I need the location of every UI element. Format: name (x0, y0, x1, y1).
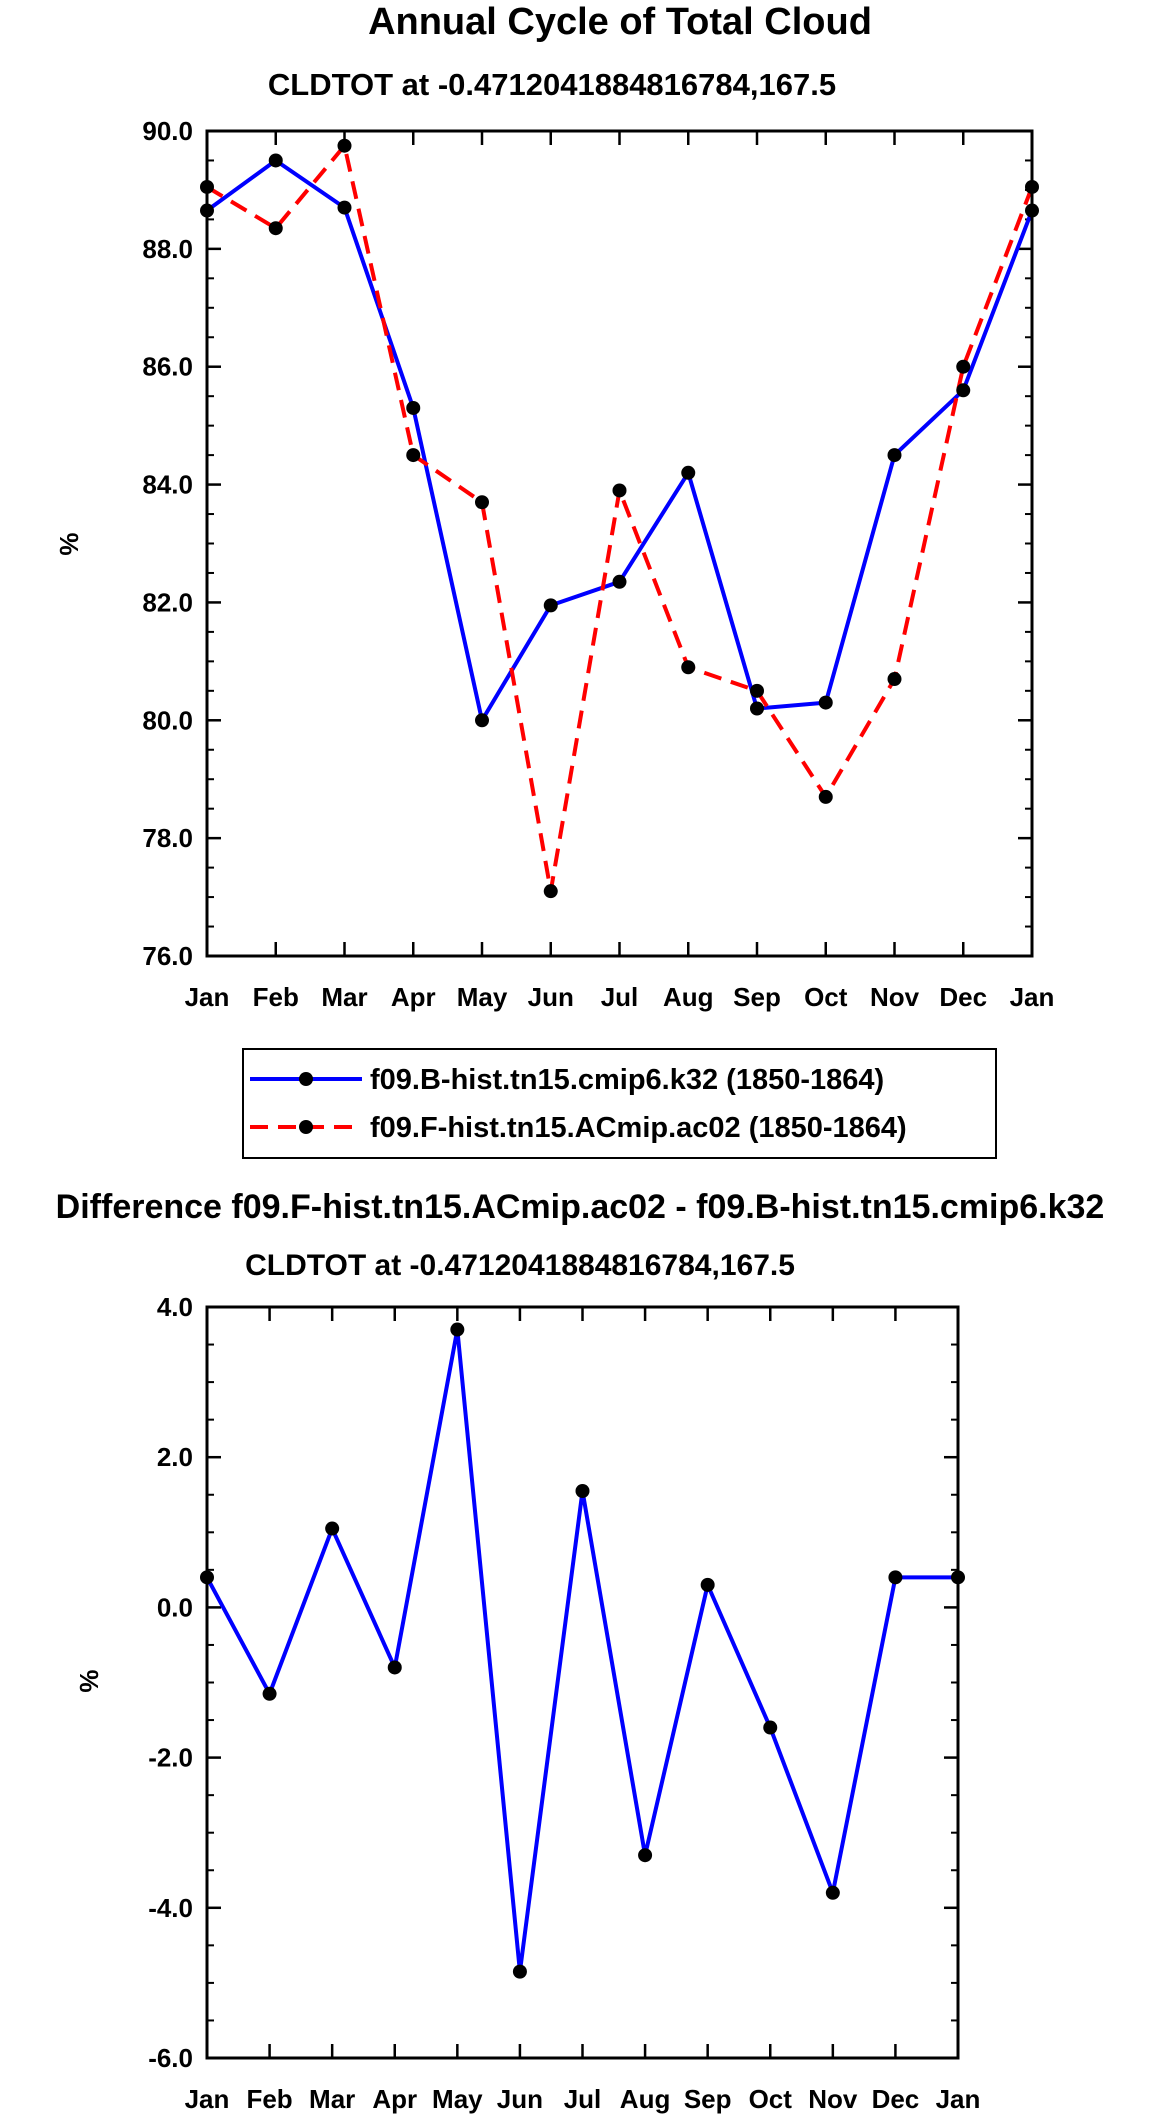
chart1-series-line-0 (205, 158, 1034, 723)
chart1-xtick-label: Apr (391, 982, 436, 1012)
chart2-series-0-point (888, 1570, 903, 1585)
chart2-xtick-label: Mar (309, 2084, 355, 2114)
chart2-xtick-label: Jan (185, 2084, 230, 2114)
chart1-xtick-label: Oct (804, 982, 848, 1012)
chart2-xtick-label: Jul (564, 2084, 602, 2114)
chart2-xtick-label: Nov (808, 2084, 858, 2114)
chart1-xtick-label: Aug (663, 982, 714, 1012)
chart2-xtick-label: Jun (497, 2084, 543, 2114)
chart2-series-0-point (325, 1521, 340, 1536)
chart2-ylabel: % (74, 1669, 104, 1692)
chart2-ytick-label: -2.0 (148, 1743, 193, 1773)
chart1-series-0-point (750, 701, 764, 716)
chart1-xtick-label: Nov (870, 982, 920, 1012)
chart1-series-0-point (406, 400, 421, 415)
chart1-ytick-label: 76.0 (142, 941, 193, 971)
legend-box (242, 1048, 997, 1159)
chart1-series-1-point (887, 672, 902, 687)
chart1-series-1-point (818, 789, 833, 804)
chart2-series-0-point (512, 1964, 527, 1979)
chart1-series-0-point (337, 200, 352, 215)
chart1-xtick-label: Mar (321, 982, 367, 1012)
legend-label-1: f09.F-hist.tn15.ACmip.ac02 (1850-1864) (370, 1112, 907, 1144)
chart2-ytick-label: -4.0 (148, 1893, 193, 1923)
chart1-series-1-point (681, 660, 696, 675)
chart1-xtick-label: Jun (528, 982, 574, 1012)
chart1-subtitle: CLDTOT at -0.4712041884816784,167.5 (268, 67, 836, 102)
chart2-series-0-point (450, 1322, 465, 1337)
chart1-series-0-point (475, 713, 489, 728)
chart1-series-0-point (887, 448, 902, 463)
chart1-series-1-point (612, 483, 627, 498)
chart1-ytick-label: 86.0 (142, 352, 193, 382)
chart1-series-1-point (475, 495, 489, 510)
chart1-series-1-point (268, 221, 283, 236)
chart2-ytick-label: 4.0 (157, 1292, 193, 1322)
chart2-xtick-label: Dec (872, 2084, 920, 2114)
chart2-series-0-point (638, 1848, 653, 1863)
chart1-series-1-point (337, 138, 352, 153)
chart2-series (200, 1322, 965, 1979)
chart1-series-0-point (268, 153, 283, 168)
chart1-frame (205, 129, 1034, 958)
chart1-xtick-label: Dec (939, 982, 987, 1012)
chart1-xtick-label: Sep (733, 982, 781, 1012)
chart2-ytick-label: 0.0 (157, 1592, 193, 1622)
chart1-ticks: 76.0 78.0 80.0 82.0 84.0 86.0 88.0 90.0 Jan Feb Ma… (142, 116, 1054, 1012)
chart1-xtick-label: Jul (601, 982, 639, 1012)
chart2-series-line-0 (205, 1327, 958, 1974)
chart1-ytick-label: 90.0 (142, 116, 193, 146)
chart2-xtick-label: Feb (246, 2084, 292, 2114)
chart1-series-line-1 (205, 143, 1034, 894)
chart1-ytick-label: 78.0 (142, 823, 193, 853)
chart1-legend: f09.B-hist.tn15.cmip6.k32 (1850-1864) f0… (242, 1048, 997, 1159)
chart2-xtick-label: Aug (620, 2084, 671, 2114)
chart1-series-0-point (612, 574, 627, 589)
chart1-xtick-label: Jan (1010, 982, 1055, 1012)
legend-marker-1 (299, 1120, 313, 1134)
chart2-xtick-label: Apr (372, 2084, 417, 2114)
chart1-series-0-point (956, 383, 971, 398)
chart1-series (200, 138, 1039, 899)
legend-label-0: f09.B-hist.tn15.cmip6.k32 (1850-1864) (370, 1064, 884, 1096)
chart2-ytick-label: -6.0 (148, 2043, 193, 2073)
chart2-series-0-point (387, 1660, 402, 1675)
chart1-series-0-point (681, 465, 696, 480)
chart1-xtick-label: Jan (185, 982, 230, 1012)
chart2-series-0-point (763, 1720, 778, 1735)
chart1-series-1-point (406, 448, 421, 463)
difference-chart: Difference f09.F-hist.tn15.ACmip.ac02 - … (56, 1188, 1105, 2114)
chart2-series-0-point (825, 1885, 840, 1900)
chart1-ytick-label: 84.0 (142, 470, 193, 500)
chart2-ytick-label: 2.0 (157, 1442, 193, 1472)
chart1-series-1-point (543, 884, 558, 899)
chart1-xtick-label: Feb (253, 982, 299, 1012)
chart2-xtick-label: Oct (749, 2084, 793, 2114)
chart2-xtick-label: Jan (936, 2084, 981, 2114)
chart2-series-0-point (700, 1577, 715, 1592)
chart2-ticks: -6.0 -4.0 -2.0 0.0 2.0 4.0 Jan Feb Mar Apr May Jun J… (148, 1292, 980, 2114)
chart1-series-1-point (750, 683, 764, 698)
chart1-title: Annual Cycle of Total Cloud (368, 1, 872, 43)
chart1-ytick-label: 82.0 (142, 587, 193, 617)
chart1-ytick-label: 80.0 (142, 705, 193, 735)
chart2-title: Difference f09.F-hist.tn15.ACmip.ac02 - … (56, 1188, 1105, 1226)
chart1-ytick-label: 88.0 (142, 234, 193, 264)
chart1-series-0-point (818, 695, 833, 710)
chart2-series-0-point (575, 1483, 590, 1498)
chart2-subtitle: CLDTOT at -0.4712041884816784,167.5 (245, 1249, 795, 1282)
chart1-series-0-point (543, 598, 558, 613)
chart2-xtick-label: May (432, 2084, 483, 2114)
chart1-series-1-point (956, 359, 971, 374)
chart1-xtick-label: May (457, 982, 508, 1012)
chart1-ylabel: % (54, 532, 84, 555)
chart2-frame (205, 1305, 960, 2060)
chart2-xtick-label: Sep (684, 2084, 732, 2114)
annual-cycle-chart: Annual Cycle of Total Cloud CLDTOT at -0… (54, 1, 1054, 1159)
legend-marker-0 (299, 1072, 313, 1086)
chart2-series-0-point (262, 1686, 277, 1701)
